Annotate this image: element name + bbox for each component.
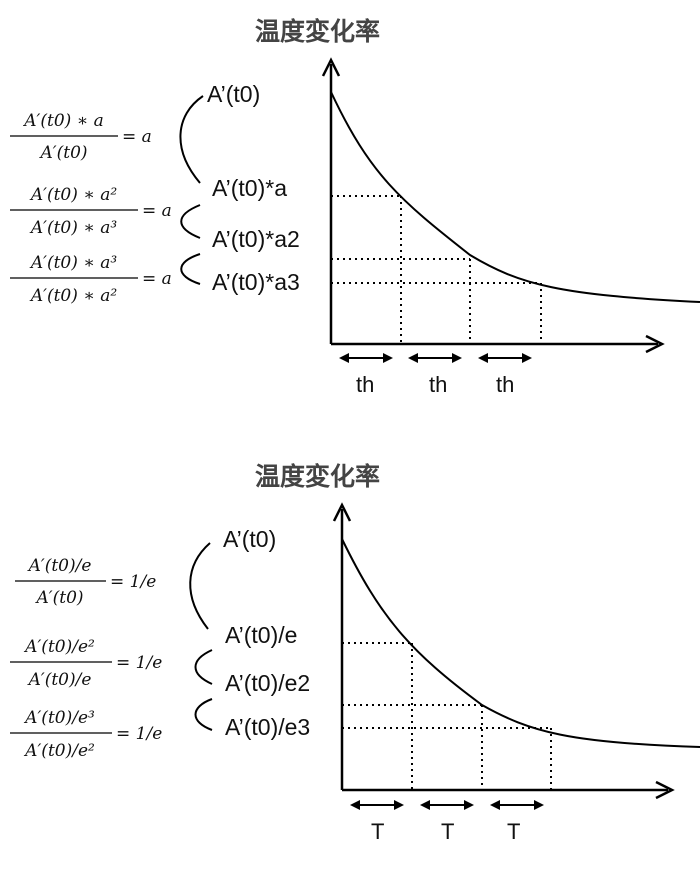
- interval-arrows: [350, 800, 544, 810]
- ratio-2-denominator: A′(t0) ∗ a³: [29, 218, 118, 238]
- decay-curve: [341, 538, 700, 748]
- level-label-2: A’(t0)/e2: [225, 670, 310, 696]
- brace-2: [194, 649, 213, 685]
- interval-arrow-1: [350, 800, 404, 810]
- ratio-3-result: = a: [142, 269, 172, 289]
- ratio-3: A′(t0) ∗ a³ A′(t0) ∗ a² = a: [10, 253, 172, 306]
- y-axis-label: 温度変化率: [255, 17, 380, 46]
- brace-1: [179, 95, 204, 184]
- interval-arrow-2: [408, 353, 462, 363]
- ratio-3-numerator: A′(t0) ∗ a³: [29, 253, 118, 273]
- ratio-1-numerator: A′(t0) ∗ a: [22, 111, 104, 131]
- ratio-1-result: = 1/e: [110, 572, 156, 592]
- level-label-3: A’(t0)/e3: [225, 714, 310, 740]
- interval-label-3: th: [496, 372, 514, 397]
- level-label-3: A’(t0)*a3: [212, 269, 300, 295]
- interval-label-3: T: [507, 819, 520, 844]
- ratio-2-numerator: A′(t0)/e²: [23, 637, 95, 657]
- top-diagram: 温度変化率: [0, 0, 700, 434]
- interval-arrows: [339, 353, 532, 363]
- interval-arrow-3: [478, 353, 532, 363]
- braces: [179, 95, 204, 285]
- interval-label-1: T: [371, 819, 384, 844]
- ratio-1-denominator: A′(t0): [34, 588, 83, 608]
- level-label-0: A’(t0): [223, 526, 276, 552]
- brace-2: [180, 204, 201, 239]
- brace-3: [194, 698, 213, 731]
- interval-label-1: th: [356, 372, 374, 397]
- x-axis-arrowhead: [645, 334, 665, 354]
- bottom-diagram-svg: 温度変化率: [10, 462, 700, 844]
- ratio-2: A′(t0) ∗ a² A′(t0) ∗ a³ = a: [10, 185, 172, 238]
- brace-3: [180, 253, 201, 285]
- y-axis-arrowhead: [321, 57, 341, 77]
- interval-arrow-2: [420, 800, 474, 810]
- ratio-2-result: = a: [142, 201, 172, 221]
- interval-label-2: T: [441, 819, 454, 844]
- ratio-3-numerator: A′(t0)/e³: [23, 708, 95, 728]
- ratio-3-denominator: A′(t0)/e²: [23, 741, 95, 761]
- interval-arrow-1: [339, 353, 393, 363]
- ratio-1: A′(t0)/e A′(t0) = 1/e: [15, 556, 156, 608]
- level-label-1: A’(t0)/e: [225, 622, 297, 648]
- level-label-1: A’(t0)*a: [212, 175, 287, 201]
- interval-arrow-3: [490, 800, 544, 810]
- ratio-1-denominator: A′(t0): [38, 143, 87, 163]
- guide-lines: [331, 195, 542, 344]
- ratio-1: A′(t0) ∗ a A′(t0) = a: [10, 111, 152, 163]
- ratio-2-numerator: A′(t0) ∗ a²: [29, 185, 118, 205]
- bottom-diagram: 温度変化率: [0, 447, 700, 881]
- x-axis-arrowhead: [655, 780, 675, 800]
- guide-lines: [342, 642, 552, 790]
- level-label-2: A’(t0)*a2: [212, 226, 300, 252]
- ratio-1-result: = a: [122, 127, 152, 147]
- level-label-0: A’(t0): [207, 81, 260, 107]
- ratio-2: A′(t0)/e² A′(t0)/e = 1/e: [10, 637, 162, 690]
- ratio-3-denominator: A′(t0) ∗ a²: [29, 286, 118, 306]
- top-diagram-svg: 温度変化率: [10, 17, 700, 397]
- ratio-3-result: = 1/e: [116, 724, 162, 744]
- brace-1: [189, 542, 211, 630]
- interval-label-2: th: [429, 372, 447, 397]
- y-axis-arrowhead: [332, 502, 352, 522]
- ratio-2-denominator: A′(t0)/e: [27, 670, 92, 690]
- ratio-2-result: = 1/e: [116, 653, 162, 673]
- braces: [189, 542, 213, 731]
- ratio-1-numerator: A′(t0)/e: [27, 556, 92, 576]
- ratio-3: A′(t0)/e³ A′(t0)/e² = 1/e: [10, 708, 162, 761]
- decay-curve: [330, 91, 700, 303]
- y-axis-label: 温度変化率: [255, 462, 380, 491]
